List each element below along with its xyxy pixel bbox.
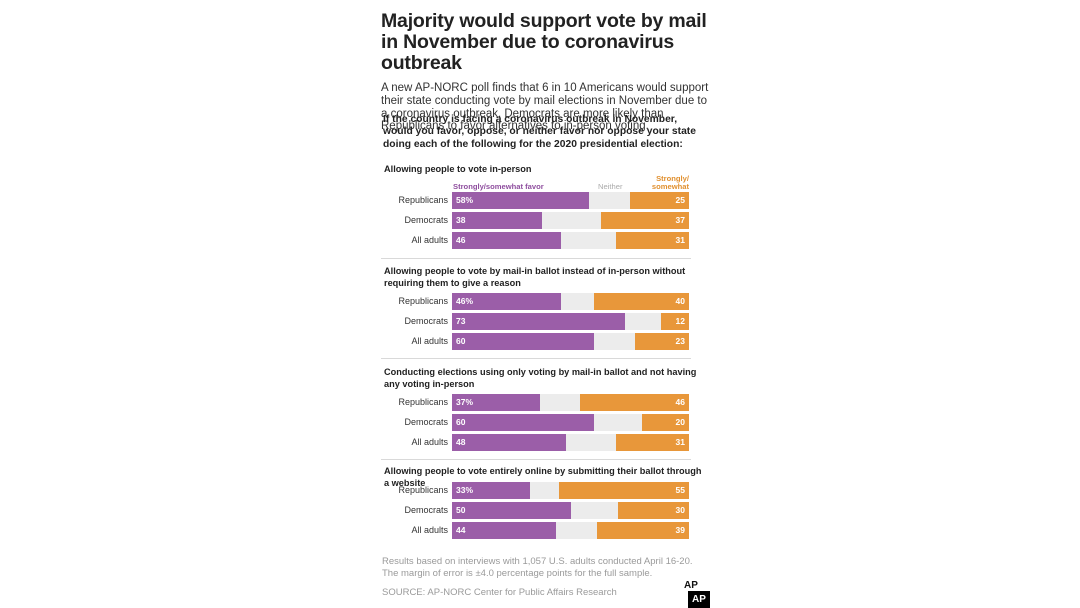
bar-track: 46 31	[452, 232, 689, 249]
bar-favor: 73	[452, 313, 625, 330]
bar-favor: 60	[452, 333, 595, 350]
bar-favor: 33%	[452, 482, 531, 499]
bar-track: 48 31	[452, 434, 689, 451]
value-label-oppose: 46	[675, 397, 685, 407]
row-label: All adults	[411, 235, 448, 245]
ap-logo: AP	[688, 591, 710, 608]
row-label: Republicans	[398, 485, 448, 495]
source-credit: SOURCE: AP-NORC Center for Public Affair…	[382, 587, 617, 598]
value-label-oppose: 31	[675, 235, 685, 245]
chart-header: Majority would support vote by mail in N…	[381, 11, 711, 133]
bar-track: 38 37	[452, 212, 689, 229]
survey-question: If the country is facing a coronavirus o…	[383, 114, 696, 150]
divider	[381, 258, 691, 259]
divider	[381, 459, 691, 460]
row-label: All adults	[411, 437, 448, 447]
bar-favor: 48	[452, 434, 566, 451]
legend-neither: Neither	[598, 182, 623, 191]
value-label-oppose: 31	[675, 437, 685, 447]
legend-favor: Strongly/somewhat favor	[453, 182, 544, 191]
value-label-favor: 44	[456, 525, 466, 535]
bar-track: 50 30	[452, 502, 689, 519]
bar-favor: 44	[452, 522, 557, 539]
row-label: Republicans	[398, 397, 448, 407]
value-label-favor: 46%	[456, 296, 474, 306]
value-label-favor: 33%	[456, 485, 474, 495]
bar-favor: 46	[452, 232, 562, 249]
value-label-favor: 48	[456, 437, 466, 447]
divider	[381, 358, 691, 359]
value-label-favor: 60	[456, 336, 466, 346]
bar-track: 73 12	[452, 313, 689, 330]
value-label-favor: 38	[456, 215, 466, 225]
row-label: Democrats	[404, 316, 448, 326]
bar-track: 60 23	[452, 333, 689, 350]
value-label-favor: 37%	[456, 397, 474, 407]
bar-favor: 50	[452, 502, 571, 519]
value-label-oppose: 39	[675, 525, 685, 535]
ap-wordmark: AP	[684, 580, 698, 591]
bar-oppose: 55	[558, 482, 689, 499]
value-label-oppose: 23	[675, 336, 685, 346]
bar-oppose: 30	[617, 502, 689, 519]
bar-favor: 46%	[452, 293, 562, 310]
chart-description: A new AP-NORC poll finds that 6 in 10 Am…	[381, 82, 709, 133]
bar-track: 60 20	[452, 414, 689, 431]
row-label: All adults	[411, 525, 448, 535]
bar-oppose: 37	[601, 212, 689, 229]
panel-title: Allowing people to vote by mail-in ballo…	[384, 266, 686, 288]
bar-favor: 60	[452, 414, 595, 431]
footnote: Results based on interviews with 1,057 U…	[382, 556, 693, 579]
panel-title: Allowing people to vote in-person	[384, 164, 532, 174]
value-label-oppose: 55	[675, 485, 685, 495]
bar-oppose: 39	[596, 522, 689, 539]
row-label: Republicans	[398, 195, 448, 205]
bar-oppose: 40	[594, 293, 689, 310]
bar-favor: 37%	[452, 394, 540, 411]
bar-oppose: 31	[615, 434, 689, 451]
value-label-oppose: 20	[675, 417, 685, 427]
value-label-oppose: 37	[675, 215, 685, 225]
row-label: Democrats	[404, 505, 448, 515]
bar-oppose: 31	[615, 232, 689, 249]
bar-oppose: 20	[641, 414, 689, 431]
panel-title: Conducting elections using only voting b…	[384, 367, 697, 389]
bar-track: 44 39	[452, 522, 689, 539]
row-label: Democrats	[404, 215, 448, 225]
bar-track: 33% 55	[452, 482, 689, 499]
value-label-favor: 58%	[456, 195, 474, 205]
value-label-oppose: 40	[675, 296, 685, 306]
chart-title: Majority would support vote by mail in N…	[381, 10, 707, 74]
value-label-favor: 73	[456, 316, 466, 326]
bar-track: 46% 40	[452, 293, 689, 310]
bar-favor: 58%	[452, 192, 590, 209]
row-label: Democrats	[404, 417, 448, 427]
value-label-favor: 46	[456, 235, 466, 245]
bar-favor: 38	[452, 212, 543, 229]
value-label-oppose: 12	[675, 316, 685, 326]
row-label: All adults	[411, 336, 448, 346]
value-label-oppose: 30	[675, 505, 685, 515]
row-label: Republicans	[398, 296, 448, 306]
bar-track: 58% 25	[452, 192, 689, 209]
bar-oppose: 12	[660, 313, 689, 330]
panel-title: Allowing people to vote entirely online …	[384, 466, 702, 488]
value-label-favor: 50	[456, 505, 466, 515]
bar-oppose: 23	[634, 333, 689, 350]
bar-oppose: 46	[579, 394, 689, 411]
bar-oppose: 25	[629, 192, 689, 209]
value-label-oppose: 25	[675, 195, 685, 205]
value-label-favor: 60	[456, 417, 466, 427]
bar-track: 37% 46	[452, 394, 689, 411]
